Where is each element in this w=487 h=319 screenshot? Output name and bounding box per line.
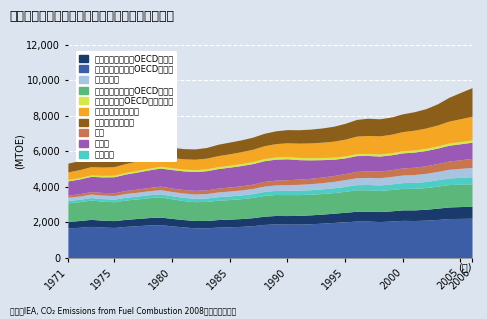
Legend: 大平洋諸国（うちOECD諸国）, 北アメリカ（うちOECD諸国）, 南アメリカ, ヨーロッパ（うちOECD諸国）, ヨーロッパ（OECD諸国以外）, アジア（中: 大平洋諸国（うちOECD諸国）, 北アメリカ（うちOECD諸国）, 南アメリカ,…: [76, 51, 177, 162]
Text: 世界の地域における一次エネルギー供給量の推移: 世界の地域における一次エネルギー供給量の推移: [10, 10, 175, 23]
Y-axis label: (MTOE): (MTOE): [15, 133, 25, 169]
Text: (年): (年): [458, 262, 472, 272]
Text: 資料：IEA, CO₂ Emissions from Fuel Combustion 2008より環境省作成: 資料：IEA, CO₂ Emissions from Fuel Combusti…: [10, 307, 236, 316]
